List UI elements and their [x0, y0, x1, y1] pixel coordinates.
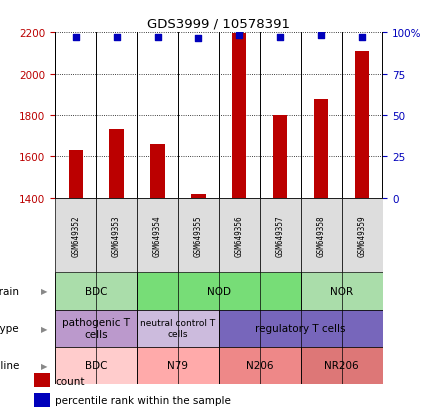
Point — [359, 35, 366, 41]
Text: GSM649354: GSM649354 — [153, 215, 162, 256]
Point — [277, 35, 283, 41]
Bar — [355, 52, 369, 198]
Point — [154, 35, 161, 41]
Bar — [137, 347, 219, 384]
Bar — [137, 198, 178, 273]
Bar — [34, 393, 50, 407]
Text: BDC: BDC — [85, 361, 108, 370]
Title: GDS3999 / 10578391: GDS3999 / 10578391 — [147, 17, 290, 31]
Bar — [178, 198, 219, 273]
Text: ▶: ▶ — [41, 361, 48, 370]
Bar — [55, 310, 137, 347]
Point — [236, 33, 243, 40]
Text: GSM649356: GSM649356 — [235, 215, 244, 256]
Bar — [137, 273, 300, 310]
Bar — [219, 198, 260, 273]
Bar — [96, 198, 137, 273]
Text: percentile rank within the sample: percentile rank within the sample — [55, 395, 231, 405]
Bar — [300, 347, 382, 384]
Bar — [55, 273, 137, 310]
Text: cell line: cell line — [0, 361, 19, 370]
Text: NOD: NOD — [207, 286, 231, 296]
Point — [113, 35, 120, 41]
Bar — [273, 116, 287, 198]
Bar — [260, 198, 300, 273]
Text: N79: N79 — [167, 361, 188, 370]
Text: GSM649358: GSM649358 — [317, 215, 326, 256]
Text: GSM649352: GSM649352 — [71, 215, 80, 256]
Bar — [314, 100, 328, 198]
Text: GSM649359: GSM649359 — [357, 215, 366, 256]
Text: cell type: cell type — [0, 323, 19, 333]
Text: GSM649353: GSM649353 — [112, 215, 121, 256]
Text: NOR: NOR — [330, 286, 353, 296]
Text: GSM649357: GSM649357 — [276, 215, 285, 256]
Bar — [232, 34, 246, 198]
Text: regulatory T cells: regulatory T cells — [255, 323, 346, 333]
Point — [318, 33, 325, 40]
Bar — [150, 145, 164, 198]
Bar — [110, 130, 124, 198]
Text: BDC: BDC — [85, 286, 108, 296]
Text: N206: N206 — [246, 361, 274, 370]
Bar — [219, 347, 300, 384]
Bar — [34, 373, 50, 387]
Bar — [300, 273, 382, 310]
Text: ▶: ▶ — [41, 287, 48, 296]
Bar — [219, 310, 382, 347]
Text: strain: strain — [0, 286, 19, 296]
Point — [72, 35, 79, 41]
Bar — [68, 151, 83, 198]
Point — [195, 36, 202, 42]
Text: pathogenic T
cells: pathogenic T cells — [62, 318, 130, 339]
Text: neutral control T
cells: neutral control T cells — [140, 319, 215, 338]
Bar — [342, 198, 383, 273]
Text: count: count — [55, 376, 85, 386]
Bar — [55, 198, 96, 273]
Text: GSM649355: GSM649355 — [194, 215, 203, 256]
Text: ▶: ▶ — [41, 324, 48, 333]
Bar — [137, 310, 219, 347]
Bar — [55, 347, 137, 384]
Text: NR206: NR206 — [324, 361, 359, 370]
Bar — [300, 198, 342, 273]
Bar — [191, 194, 206, 198]
